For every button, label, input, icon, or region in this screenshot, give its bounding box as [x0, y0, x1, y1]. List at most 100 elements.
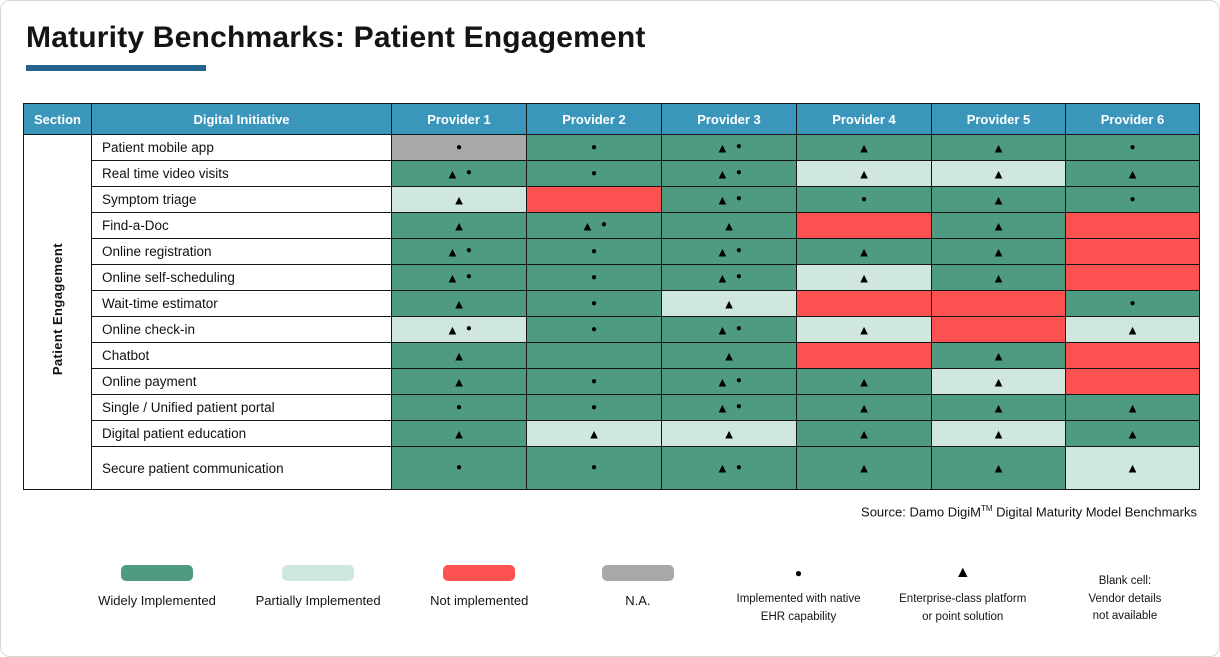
triangle-icon: ▲	[452, 191, 466, 207]
status-cell: ▲	[1065, 394, 1200, 421]
header-row: Section Digital Initiative Provider 1 Pr…	[23, 103, 1200, 135]
dot-icon: ●	[590, 323, 598, 335]
table-row: Find-a-Doc ▲ ▲ ● ▲ ▲	[24, 212, 1200, 239]
dot-icon: ●	[860, 193, 868, 205]
status-cell: ●	[526, 290, 662, 317]
status-cell: ●	[1065, 290, 1200, 317]
column-header-section: Section	[23, 103, 92, 135]
dot-icon: ●	[735, 141, 742, 153]
legend-item-widely: Widely Implemented	[97, 565, 217, 608]
dot-legend-line1: Implemented with native	[736, 593, 861, 606]
status-cell: ▲	[391, 290, 527, 317]
triangle-icon: ▲	[722, 347, 736, 363]
status-cell: ▲	[526, 420, 662, 447]
status-cell: ▲ ●	[391, 160, 527, 187]
status-cell	[796, 342, 932, 369]
status-cell: ▲ ●	[391, 264, 527, 291]
triangle-icon: ▲	[857, 425, 871, 441]
triangle-icon: ▲	[716, 243, 729, 259]
dot-icon: ●	[590, 401, 598, 413]
triangle-icon: ▲	[992, 373, 1005, 389]
status-cell	[931, 316, 1066, 343]
triangle-icon: ▲	[954, 564, 971, 582]
table-body: Patient Engagement Patient mobile app ● ● ▲ ●…	[23, 134, 1200, 490]
status-cell: ▲	[931, 238, 1066, 265]
status-cell: ▲	[931, 134, 1066, 161]
source-text: Source: Damo DigiM	[861, 504, 981, 520]
initiative-label: Real time video visits	[91, 160, 392, 187]
blank-cell-line3: not available	[1092, 609, 1158, 622]
page-title: Maturity Benchmarks: Patient Engagement	[26, 21, 646, 54]
status-cell	[1065, 264, 1200, 291]
dot-icon: ●	[590, 141, 598, 153]
table-row: Online check-in ▲ ● ● ▲ ● ▲ ▲	[24, 316, 1200, 343]
dot-legend-line2: EHR capability	[760, 610, 837, 623]
blank-cell-line2: Vendor details	[1088, 592, 1162, 605]
table-row: Chatbot ▲ ▲ ▲	[24, 342, 1200, 369]
status-cell: ▲ ●	[661, 134, 797, 161]
triangle-icon: ▲	[992, 243, 1005, 259]
table-row: Real time video visits ▲ ● ● ▲ ● ▲ ▲ ▲	[24, 160, 1200, 187]
triangle-icon: ▲	[992, 347, 1005, 363]
dot-legend-label: Implemented with native EHR capability	[737, 591, 861, 626]
source-tm-superscript: TM	[980, 504, 993, 513]
triangle-icon: ▲	[581, 217, 594, 233]
initiative-label: Digital patient education	[91, 420, 392, 447]
triangle-icon: ▲	[716, 321, 729, 337]
triangle-icon: ▲	[857, 321, 871, 337]
column-header-provider-6: Provider 6	[1065, 103, 1200, 135]
initiative-label: Online registration	[91, 238, 392, 265]
triangle-icon: ▲	[587, 425, 601, 441]
triangle-icon: ▲	[992, 165, 1005, 181]
triangle-icon: ▲	[992, 269, 1005, 285]
status-cell: ▲ ●	[391, 316, 527, 343]
partially-implemented-swatch	[282, 565, 355, 582]
triangle-icon: ▲	[992, 191, 1005, 207]
dot-icon: ●	[735, 401, 742, 413]
status-cell: ▲ ●	[391, 238, 527, 265]
status-cell: ●	[526, 160, 662, 187]
status-cell: ▲	[931, 264, 1066, 291]
triangle-icon: ▲	[452, 373, 466, 389]
status-cell: ▲	[931, 420, 1066, 447]
table-row: Online self-scheduling ▲ ● ● ▲ ● ▲ ▲	[24, 264, 1200, 291]
column-header-provider-1: Provider 1	[391, 103, 527, 135]
column-header-initiative: Digital Initiative	[91, 103, 392, 135]
status-cell: ▲	[661, 420, 797, 447]
status-cell	[1065, 238, 1200, 265]
dot-icon: ●	[590, 297, 598, 309]
triangle-icon: ▲	[446, 321, 459, 337]
section-label: Patient Engagement	[50, 243, 65, 376]
triangle-legend-label: Enterprise-class platform or point solut…	[899, 591, 1026, 626]
triangle-icon: ▲	[857, 243, 871, 259]
status-cell: ▲	[796, 264, 932, 291]
status-cell: ●	[526, 238, 662, 265]
triangle-icon: ▲	[1126, 165, 1139, 181]
initiative-label: Wait-time estimator	[91, 290, 392, 317]
dot-icon: ●	[1129, 193, 1136, 205]
source-text-suffix: Digital Maturity Model Benchmarks	[992, 504, 1197, 520]
status-cell: ●	[526, 134, 662, 161]
dot-icon: ●	[465, 323, 472, 335]
triangle-icon: ▲	[722, 425, 736, 441]
table-row: Patient Engagement Patient mobile app ● ● ▲ ●…	[23, 134, 1200, 490]
triangle-icon: ▲	[857, 165, 871, 181]
triangle-legend-line2: or point solution	[922, 610, 1004, 623]
triangle-icon: ▲	[716, 139, 729, 155]
initiative-label: Online check-in	[91, 316, 392, 343]
status-cell: ▲	[661, 212, 797, 239]
benchmark-table: Section Digital Initiative Provider 1 Pr…	[23, 103, 1200, 490]
dot-icon: ●	[590, 375, 598, 387]
dot-icon: ●	[455, 141, 463, 153]
status-cell: ▲	[796, 316, 932, 343]
status-cell: ▲	[661, 342, 797, 369]
status-cell	[796, 212, 932, 239]
blank-cell-note: Blank cell: Vendor details not available	[1089, 573, 1162, 625]
status-cell: ▲	[931, 342, 1066, 369]
triangle-icon: ▲	[992, 399, 1005, 415]
triangle-icon: ▲	[857, 269, 871, 285]
status-cell: ▲	[931, 186, 1066, 213]
status-cell: ▲ ●	[661, 264, 797, 291]
triangle-icon: ▲	[452, 425, 466, 441]
